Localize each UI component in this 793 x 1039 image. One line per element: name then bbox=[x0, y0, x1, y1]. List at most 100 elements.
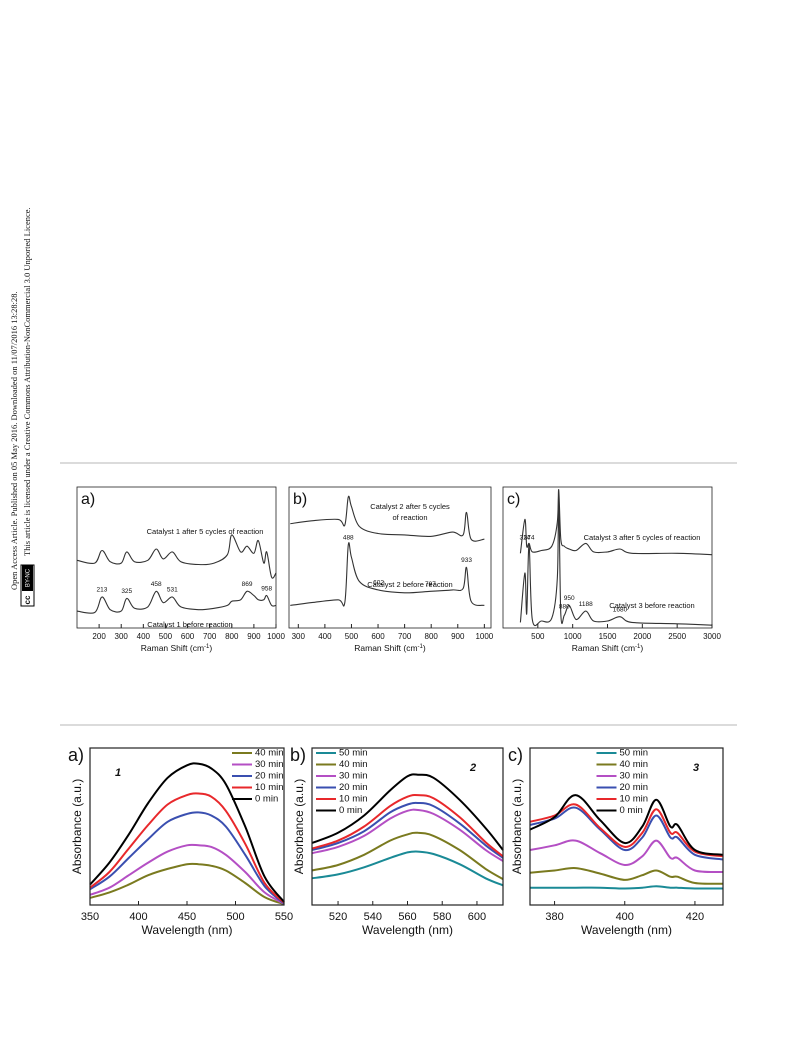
x-axis-label-text: Wavelength (nm) bbox=[142, 923, 233, 937]
peak-label: 488 bbox=[343, 535, 354, 542]
peak-label: 950 bbox=[564, 595, 575, 602]
annotation: Catalyst 2 after 5 cycles bbox=[370, 502, 450, 511]
sample-label: 2 bbox=[469, 762, 476, 774]
peak-label: 797 bbox=[425, 581, 436, 588]
panel: 520 540 560 580 600 Wavelength (nm) Absorbance… bbox=[290, 745, 504, 937]
data-line bbox=[311, 801, 504, 859]
plot-frame bbox=[288, 486, 492, 629]
panel: 300 400 500 600 700 800 900 1000 Raman Shift (cm… bbox=[288, 486, 494, 653]
legend-label: 40 min bbox=[620, 759, 649, 770]
panel: 380 400 420 Wavelength (nm) Absorbance (a.u.… bbox=[508, 745, 724, 937]
x-axis-label-text: Raman Shift (cm bbox=[354, 643, 417, 653]
x-tick-label: 560 bbox=[398, 911, 416, 923]
x-tick-label: 400 bbox=[129, 911, 147, 923]
x-tick-label: 600 bbox=[371, 632, 385, 641]
x-tick-label: 450 bbox=[178, 911, 196, 923]
panel-label: b) bbox=[290, 745, 306, 765]
x-axis-label-text: Wavelength (nm) bbox=[581, 923, 672, 937]
x-axis-label-end: ) bbox=[423, 643, 426, 653]
x-axis-label-end: ) bbox=[640, 643, 643, 653]
x-tick-label: 1000 bbox=[564, 632, 582, 641]
x-tick-label: 1500 bbox=[599, 632, 617, 641]
sample-label: 1 bbox=[115, 767, 121, 779]
x-axis-label-sup: -1 bbox=[418, 644, 424, 650]
y-axis-label: Absorbance (a.u.) bbox=[70, 779, 84, 874]
x-axis-label: Raman Shift (cm-1) bbox=[354, 643, 426, 653]
legend-label: 30 min bbox=[339, 771, 368, 782]
panel-label: c) bbox=[507, 491, 520, 508]
data-line bbox=[311, 831, 504, 880]
panel-label: b) bbox=[293, 491, 307, 508]
legend-label: 10 min bbox=[339, 794, 368, 805]
legend-label: 20 min bbox=[255, 771, 284, 782]
data-line bbox=[89, 811, 285, 905]
peak-label: 933 bbox=[461, 557, 472, 564]
license-badge: cc BY-NC bbox=[20, 564, 35, 607]
legend-label: 40 min bbox=[255, 748, 284, 759]
data-line bbox=[529, 885, 724, 890]
x-tick-label: 2500 bbox=[668, 632, 686, 641]
peak-label: 958 bbox=[261, 585, 272, 592]
peak-label: 374 bbox=[524, 535, 535, 542]
peak-label: 458 bbox=[151, 581, 162, 588]
x-axis-label-sup: -1 bbox=[635, 644, 641, 650]
peak-label: 602 bbox=[373, 580, 384, 587]
sidebar-line: This article is licensed under a Creativ… bbox=[22, 207, 32, 556]
x-tick-label: 700 bbox=[398, 632, 412, 641]
x-tick-label: 800 bbox=[225, 632, 239, 641]
peak-label: 1680 bbox=[613, 606, 628, 613]
peak-label: 213 bbox=[97, 587, 108, 594]
data-line bbox=[529, 867, 724, 885]
annotation: Catalyst 1 before reaction bbox=[147, 620, 232, 629]
x-tick-label: 3000 bbox=[703, 632, 721, 641]
badge-cc: cc bbox=[23, 595, 32, 604]
data-line bbox=[89, 762, 285, 903]
x-tick-label: 700 bbox=[203, 632, 217, 641]
x-tick-label: 400 bbox=[616, 911, 634, 923]
plot-frame bbox=[529, 747, 724, 906]
data-line bbox=[311, 850, 504, 887]
x-tick-label: 500 bbox=[345, 632, 359, 641]
x-tick-label: 900 bbox=[247, 632, 261, 641]
legend-label: 40 min bbox=[339, 759, 368, 770]
x-tick-label: 420 bbox=[686, 911, 704, 923]
legend-label: 20 min bbox=[339, 782, 368, 793]
peak-label: 314 bbox=[519, 535, 530, 542]
x-tick-label: 300 bbox=[115, 632, 129, 641]
x-tick-label: 600 bbox=[468, 911, 486, 923]
x-axis-label-sup: -1 bbox=[204, 644, 210, 650]
data-line bbox=[311, 808, 504, 862]
x-tick-label: 600 bbox=[181, 632, 195, 641]
panel-label: a) bbox=[68, 745, 84, 765]
sample-label: 3 bbox=[693, 762, 699, 774]
x-axis-label-end: ) bbox=[209, 643, 212, 653]
x-tick-label: 800 bbox=[425, 632, 439, 641]
x-tick-label: 520 bbox=[329, 911, 347, 923]
data-line bbox=[519, 494, 713, 627]
data-line bbox=[529, 839, 724, 874]
annotation: of reaction bbox=[392, 513, 427, 522]
legend-label: 10 min bbox=[255, 782, 284, 793]
annotation: Catalyst 1 after 5 cycles of reaction bbox=[147, 527, 264, 536]
data-line bbox=[529, 803, 724, 858]
x-axis-label: Raman Shift (cm-1) bbox=[572, 643, 644, 653]
x-axis-label: Wavelength (nm) bbox=[142, 923, 233, 937]
x-tick-label: 400 bbox=[137, 632, 151, 641]
data-line bbox=[290, 495, 485, 542]
legend-label: 20 min bbox=[620, 782, 649, 793]
data-line bbox=[519, 489, 713, 556]
panel: 500 1000 1500 2000 2500 3000 Raman Shift (cm-1… bbox=[502, 486, 721, 653]
data-line bbox=[311, 773, 504, 851]
x-tick-label: 500 bbox=[226, 911, 244, 923]
legend-label: 0 min bbox=[620, 805, 643, 816]
plot-frame bbox=[76, 486, 277, 629]
data-line bbox=[290, 542, 485, 607]
peak-label: 880 bbox=[559, 604, 570, 611]
badge-fill bbox=[22, 565, 33, 591]
y-axis-label: Absorbance (a.u.) bbox=[292, 779, 306, 874]
peak-label: 869 bbox=[242, 581, 253, 588]
legend-label: 10 min bbox=[620, 794, 649, 805]
x-tick-label: 900 bbox=[451, 632, 465, 641]
x-axis-label: Wavelength (nm) bbox=[362, 923, 453, 937]
